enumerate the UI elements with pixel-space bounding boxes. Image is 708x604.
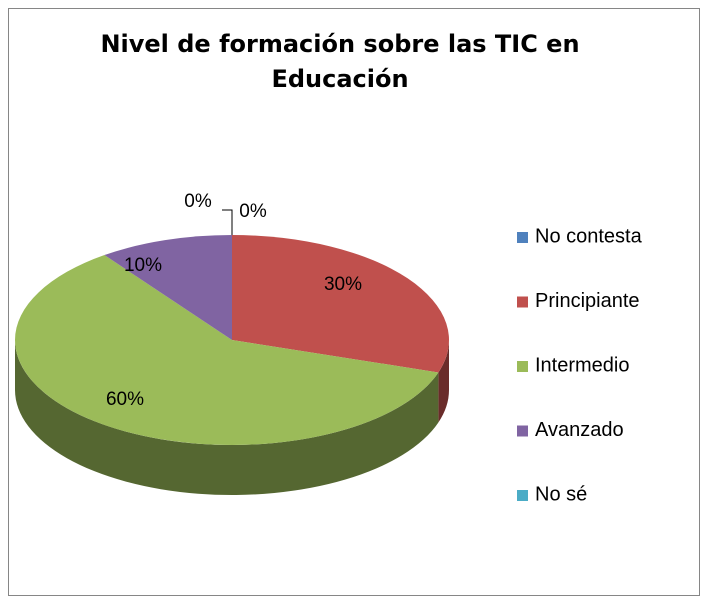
- legend-swatch: [517, 296, 528, 308]
- data-label: 10%: [124, 255, 162, 276]
- labels: 0% 30% 60% 10% 0%: [106, 191, 362, 410]
- legend-label: Intermedio: [535, 354, 630, 376]
- legend-swatch: [517, 490, 528, 501]
- pie-side: [438, 340, 449, 423]
- legend-label: Principiante: [535, 290, 640, 312]
- pie: [14, 235, 450, 495]
- pie-slice: [104, 235, 232, 340]
- chart-title: Educación: [271, 65, 408, 93]
- legend: No contesta Principiante Intermedio Avanzad…: [517, 225, 643, 505]
- leader-line: [222, 209, 233, 236]
- legend-swatch: [517, 232, 528, 243]
- chart-title: Nivel de formación sobre las TIC en: [100, 30, 579, 58]
- legend-label: No contesta: [535, 225, 643, 247]
- data-label: 0%: [239, 201, 267, 222]
- pie-slice: [232, 235, 450, 373]
- data-label: 0%: [184, 191, 212, 212]
- pie-side: [15, 340, 439, 495]
- legend-label: No sé: [535, 483, 587, 505]
- pie-slice: [14, 255, 439, 446]
- legend-swatch: [517, 425, 528, 437]
- data-label: 30%: [324, 274, 362, 295]
- legend-label: Avanzado: [535, 419, 624, 441]
- data-label: 60%: [106, 389, 144, 410]
- legend-swatch: [517, 361, 528, 372]
